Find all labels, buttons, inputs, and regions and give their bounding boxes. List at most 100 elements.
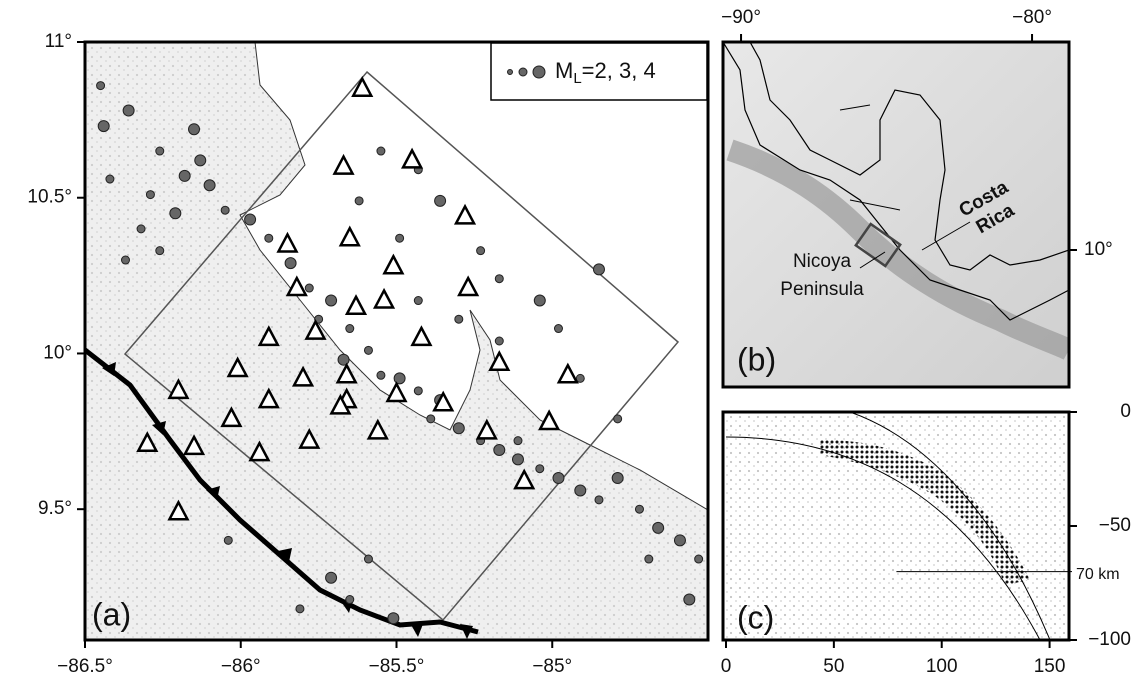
earthquake (511, 453, 524, 466)
station (304, 318, 327, 340)
station (226, 356, 249, 378)
borders (839, 104, 901, 211)
station (351, 76, 374, 97)
station (285, 275, 308, 297)
station (257, 387, 280, 409)
earthquake (387, 612, 400, 625)
y-tick-label: 10.5° (27, 187, 72, 208)
earthquake (611, 472, 624, 485)
earthquake (494, 274, 504, 284)
earthquake (413, 296, 423, 306)
legend-subscript: L (573, 70, 581, 87)
station (298, 427, 321, 449)
panel-label: (b) (737, 341, 776, 377)
legend: ML=2, 3, 4 (490, 42, 708, 101)
y-tick-label: 11° (45, 31, 72, 52)
y-tick-label: −100 (1088, 629, 1131, 650)
station (457, 275, 480, 297)
earthquake (535, 464, 545, 474)
earthquake (295, 604, 305, 614)
legend-text: =2, 3, 4 (582, 58, 656, 83)
earthquake (376, 370, 386, 380)
station (136, 431, 159, 453)
leader-line (921, 221, 971, 251)
station (366, 418, 389, 440)
panel-b (723, 42, 1069, 387)
legend-symbol (507, 69, 513, 75)
station (344, 294, 368, 315)
earthquake (203, 179, 216, 192)
x-tick-label: 100 (926, 656, 958, 677)
coastline (723, 42, 1069, 321)
x-tick-label: −90° (721, 7, 761, 28)
earthquake (325, 571, 338, 584)
earthquake (452, 422, 465, 435)
y-tick-label: 9.5° (38, 498, 72, 519)
y-tick-label: 10° (1084, 239, 1113, 260)
earthquake (395, 233, 405, 243)
legend-symbol-text: M (555, 58, 573, 83)
earthquake (494, 336, 504, 346)
earthquake (363, 554, 373, 564)
earthquake (552, 472, 565, 485)
legend-symbol (532, 65, 546, 79)
study-box (123, 70, 680, 622)
earthquake (304, 283, 314, 293)
earthquake (652, 521, 665, 534)
station (335, 362, 358, 384)
trench-relief (726, 139, 1069, 360)
earthquake (393, 372, 406, 385)
station (453, 203, 477, 225)
earthquake (178, 169, 191, 182)
earthquake (592, 263, 605, 276)
panel-c (723, 412, 1069, 640)
earthquake (413, 386, 423, 396)
x-tick-label: 50 (823, 656, 844, 677)
earthquake (155, 246, 165, 256)
earthquake (264, 233, 274, 243)
station (182, 434, 206, 456)
station (329, 393, 352, 415)
earthquake (96, 81, 106, 91)
frame-b (721, 40, 1071, 389)
earthquake (345, 324, 355, 334)
earthquake (194, 154, 207, 167)
earthquake (634, 504, 644, 514)
earthquake (575, 373, 585, 383)
inset-box (854, 222, 902, 268)
depth-label: 70 km (1076, 566, 1120, 583)
earthquake (337, 353, 350, 366)
station (382, 253, 405, 275)
slab-arc (725, 436, 1041, 640)
earthquake (513, 436, 523, 446)
y-tick-label: 0 (1120, 401, 1131, 422)
slab-arc (849, 412, 1051, 640)
earthquake (434, 194, 447, 207)
earthquake (426, 414, 436, 424)
station (385, 381, 408, 403)
station (167, 499, 190, 521)
earthquake (553, 324, 563, 334)
station (538, 409, 561, 431)
station (167, 378, 190, 400)
earthquake (155, 146, 165, 156)
earthquake (223, 535, 233, 545)
earthquake (105, 174, 115, 184)
legend-symbol (518, 67, 528, 77)
earthquake (476, 246, 486, 256)
panel-label: (a) (92, 596, 131, 632)
panel-label: (c) (737, 599, 774, 635)
station (400, 147, 424, 169)
earthquake (694, 554, 704, 564)
x-tick-label: −80° (1012, 7, 1052, 28)
earthquake (644, 554, 654, 564)
station (513, 468, 536, 490)
station (332, 153, 355, 175)
station (248, 440, 271, 462)
inset-label-line: Peninsula (780, 279, 864, 300)
earthquake (244, 213, 257, 226)
earthquake (683, 593, 696, 606)
earthquake (188, 123, 201, 136)
earthquake (594, 495, 604, 505)
